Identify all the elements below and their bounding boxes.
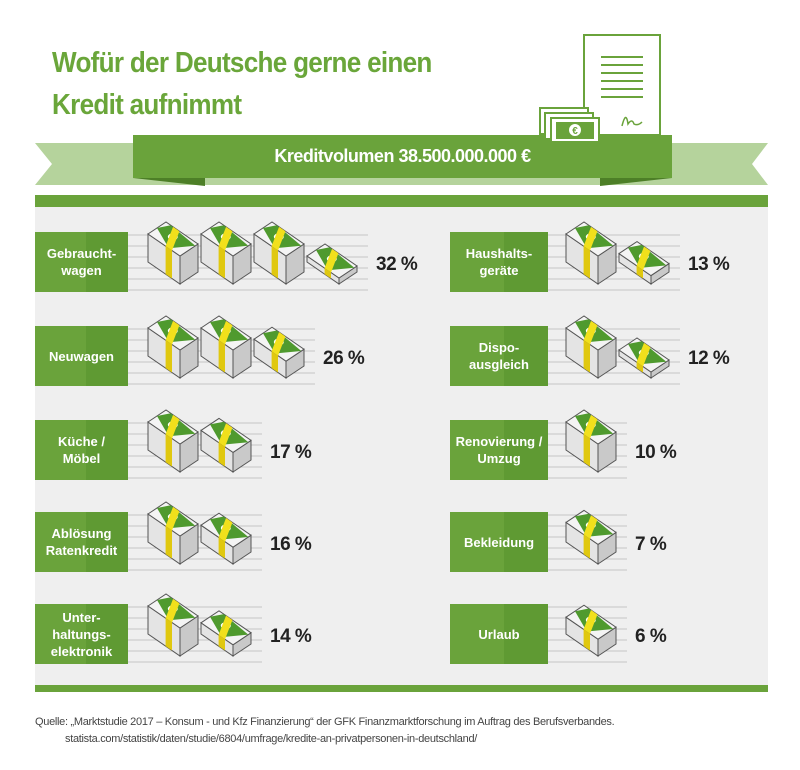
money-stack [200, 512, 252, 565]
value-label: 7 % [635, 534, 667, 555]
ribbon-fold-right [600, 178, 672, 186]
money-stack [565, 315, 617, 379]
euro-banknotes-icon: € [539, 107, 600, 143]
title-line-2: Kredit aufnimmt [52, 89, 242, 121]
money-stack [147, 315, 199, 379]
value-label: 6 % [635, 626, 667, 647]
money-stack [565, 409, 617, 473]
money-stack [253, 326, 305, 379]
category-label: Gebraucht- wagen [35, 232, 128, 292]
source-text: Quelle: „Marktstudie 2017 – Konsum - und… [35, 716, 615, 728]
money-stack [147, 221, 199, 285]
source-note: Quelle: „Marktstudie 2017 – Konsum - und… [35, 714, 615, 748]
money-stack [565, 604, 617, 657]
money-stack [565, 221, 617, 285]
contract-document-icon [583, 34, 661, 136]
money-stack [147, 501, 199, 565]
value-label: 12 % [688, 348, 730, 369]
value-label: 32 % [376, 254, 418, 275]
money-stack [200, 221, 252, 285]
money-stack [253, 221, 305, 285]
svg-text:€: € [572, 126, 578, 137]
category-label: Urlaub [450, 604, 548, 664]
value-label: 10 % [635, 442, 677, 463]
value-label: 17 % [270, 442, 312, 463]
ribbon-fold-left [133, 178, 205, 186]
category-label: Renovierung / Umzug [450, 420, 548, 480]
money-stack [200, 417, 252, 473]
money-stack [618, 240, 670, 285]
category-label: Unter- haltungs- elektronik [35, 604, 128, 664]
panel-top-bar [35, 195, 768, 207]
panel-bottom-bar [35, 685, 768, 692]
money-stack [147, 593, 199, 657]
value-label: 26 % [323, 348, 365, 369]
money-stack [200, 315, 252, 379]
header-graphics: € [35, 34, 768, 186]
value-label: 14 % [270, 626, 312, 647]
category-label: Küche / Möbel [35, 420, 128, 480]
category-label: Dispo- ausgleich [450, 326, 548, 386]
category-label: Bekleidung [450, 512, 548, 572]
category-label: Haushalts- geräte [450, 232, 548, 292]
value-label: 16 % [270, 534, 312, 555]
money-stack [200, 610, 252, 657]
source-url: statista.com/statistik/daten/studie/6804… [65, 733, 478, 745]
value-label: 13 % [688, 254, 730, 275]
money-stack [618, 337, 670, 379]
money-stack [147, 409, 199, 473]
category-label: Ablösung Ratenkredit [35, 512, 128, 572]
money-stack [565, 509, 617, 565]
title-line-1: Wofür der Deutsche gerne einen [52, 47, 432, 79]
page-title: Wofür der Deutsche gerne einen Kredit au… [52, 42, 432, 126]
money-stack [306, 243, 358, 285]
category-label: Neuwagen [35, 326, 128, 386]
credit-volume: Kreditvolumen 38.500.000.000 € [274, 146, 531, 166]
